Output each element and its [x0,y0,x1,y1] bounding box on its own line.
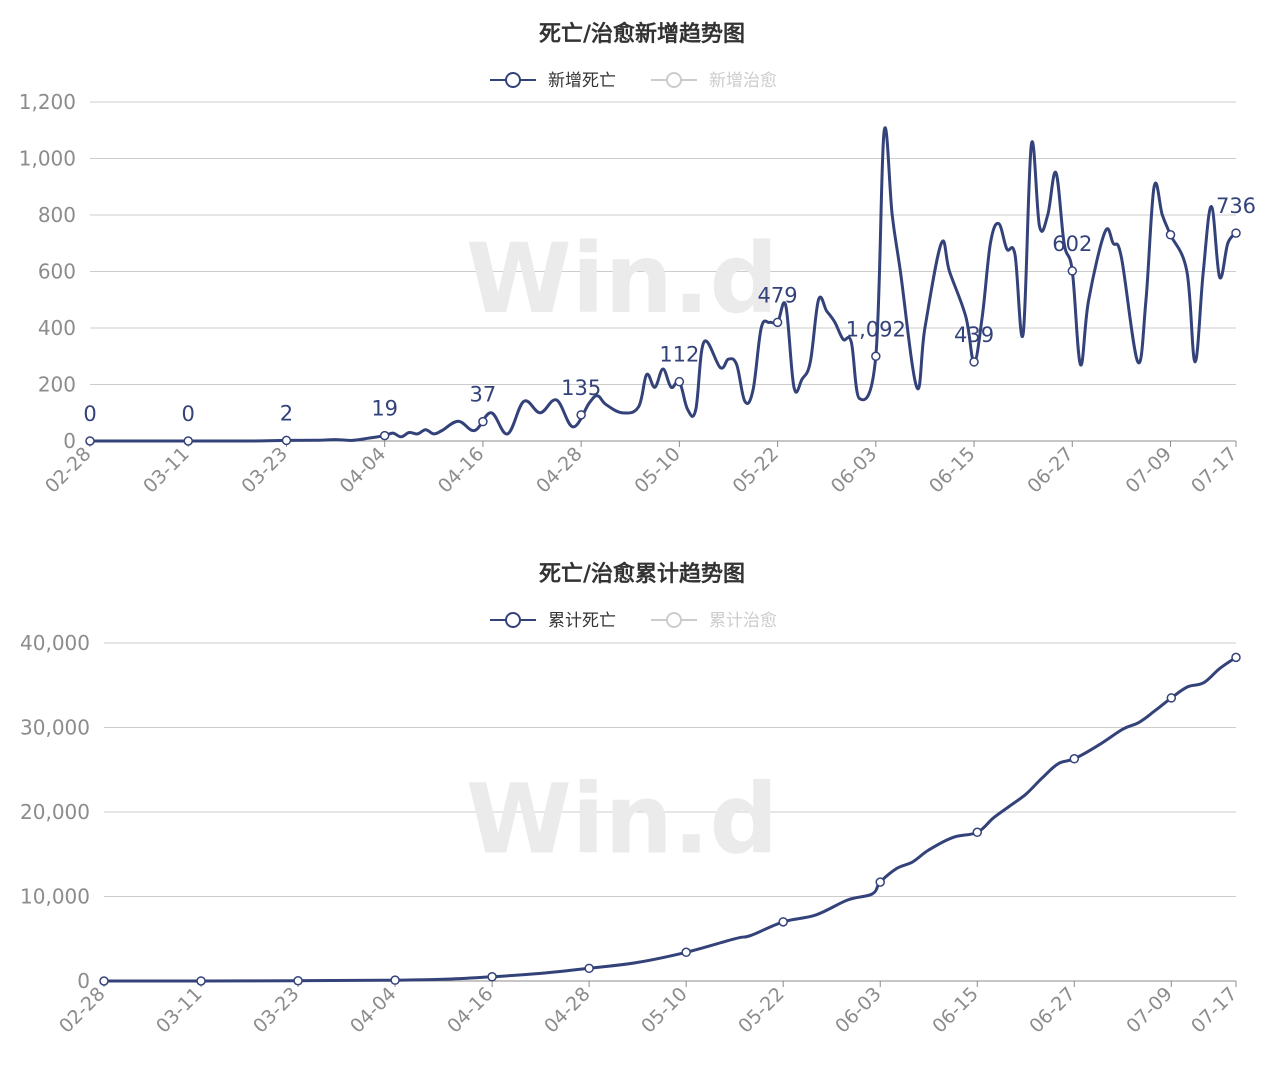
y-tick-label: 800 [38,203,76,227]
data-point [99,976,109,986]
x-tick-label: 04-28 [540,983,595,1038]
watermark: Win.d [466,764,778,876]
data-point [1231,652,1241,663]
cumulative-trend-chart: 死亡/治愈累计趋势图累计死亡 累计治愈 0 10,000 20,000 30,000 40,… [0,540,1284,1084]
data-label: 602 [1052,232,1092,256]
data-label: 479 [758,283,798,307]
data-point [1165,230,1176,240]
data-point [293,975,303,986]
legend-swatch-marker [505,612,521,628]
data-label: 112 [659,343,699,367]
data-point [576,410,586,420]
y-tick-label: 200 [38,373,76,397]
data-point [487,972,497,982]
x-tick-label: 03-23 [249,983,304,1038]
x-tick-label: 04-04 [336,443,391,498]
data-point [85,436,95,446]
chart-title: 死亡/治愈新增趋势图 [539,21,745,47]
x-tick-label: 03-11 [139,443,194,498]
data-point [1069,754,1080,764]
x-tick-label: 07-09 [1121,443,1176,498]
series-line [104,656,1237,983]
y-tick-label: 10,000 [20,885,90,909]
data-label: 0 [83,402,96,426]
y-tick-label: 1,000 [19,147,76,171]
y-tick-label: 30,000 [20,716,90,740]
y-tick-label: 400 [38,316,76,340]
data-point [183,436,193,446]
data-point [196,976,206,986]
legend: 累计死亡 累计治愈 [490,611,777,631]
data-point [1231,228,1241,238]
x-tick-label: 04-16 [443,983,498,1038]
x-tick-label: 04-16 [434,443,489,498]
legend-item-active: 新增死亡 [548,71,616,91]
data-point [969,357,979,367]
data-label: 2 [280,401,293,425]
data-point [772,317,783,328]
x-tick-label: 04-28 [532,443,587,498]
x-tick-label: 06-15 [925,443,980,498]
chart-title: 死亡/治愈累计趋势图 [539,561,745,587]
legend: 新增死亡 新增治愈 [490,71,777,91]
x-tick-label: 07-17 [1187,443,1242,498]
y-tick-label: 0 [63,429,76,453]
legend-swatch-marker-inactive [666,72,682,88]
data-point [379,430,390,441]
x-tick-label: 06-27 [1023,443,1078,498]
x-tick-label: 05-22 [734,983,789,1038]
data-label: 736 [1216,194,1256,218]
x-tick-label: 07-17 [1187,983,1242,1038]
x-tick-label: 06-27 [1025,983,1080,1038]
x-tick-label: 06-03 [827,443,882,498]
data-label: 135 [561,376,601,400]
data-point [281,435,292,446]
data-point [1067,266,1078,276]
y-tick-label: 20,000 [20,800,90,824]
x-tick-label: 05-10 [630,443,685,498]
x-tick-label: 06-03 [831,983,886,1038]
data-point [681,947,691,958]
data-point [674,376,685,387]
data-point [584,963,594,974]
y-tick-label: 1,200 [19,90,76,114]
x-tick-label: 06-15 [928,983,983,1038]
y-tick-label: 0 [77,969,90,993]
data-label: 1,092 [846,317,906,341]
legend-item-active: 累计死亡 [548,611,616,631]
legend-swatch-marker [505,72,521,88]
data-point [871,351,881,361]
data-label: 37 [470,383,497,407]
x-tick-label: 05-22 [729,443,784,498]
data-point [972,827,983,838]
data-label: 439 [954,323,994,347]
x-tick-label: 04-04 [346,983,401,1038]
daily-trend-chart: 死亡/治愈新增趋势图 新增死亡 新增治愈 0 200 400 600 800 1,000 1,20… [0,0,1284,540]
y-tick-label: 600 [38,260,76,284]
data-point [778,917,788,927]
data-point [875,877,885,887]
legend-item-inactive: 新增治愈 [709,71,777,91]
data-label: 0 [182,402,195,426]
watermark: Win.d [466,223,778,335]
data-label: 19 [371,397,398,421]
legend-item-inactive: 累计治愈 [709,611,777,631]
x-tick-label: 03-23 [237,443,292,498]
data-point [390,975,400,985]
y-tick-label: 40,000 [20,631,90,655]
legend-swatch-marker-inactive [666,612,682,628]
series-line [90,126,1238,443]
data-point [478,416,488,427]
x-tick-label: 07-09 [1122,983,1177,1038]
x-tick-label: 05-10 [637,983,692,1038]
data-point [1166,693,1177,703]
x-tick-label: 03-11 [152,983,207,1038]
